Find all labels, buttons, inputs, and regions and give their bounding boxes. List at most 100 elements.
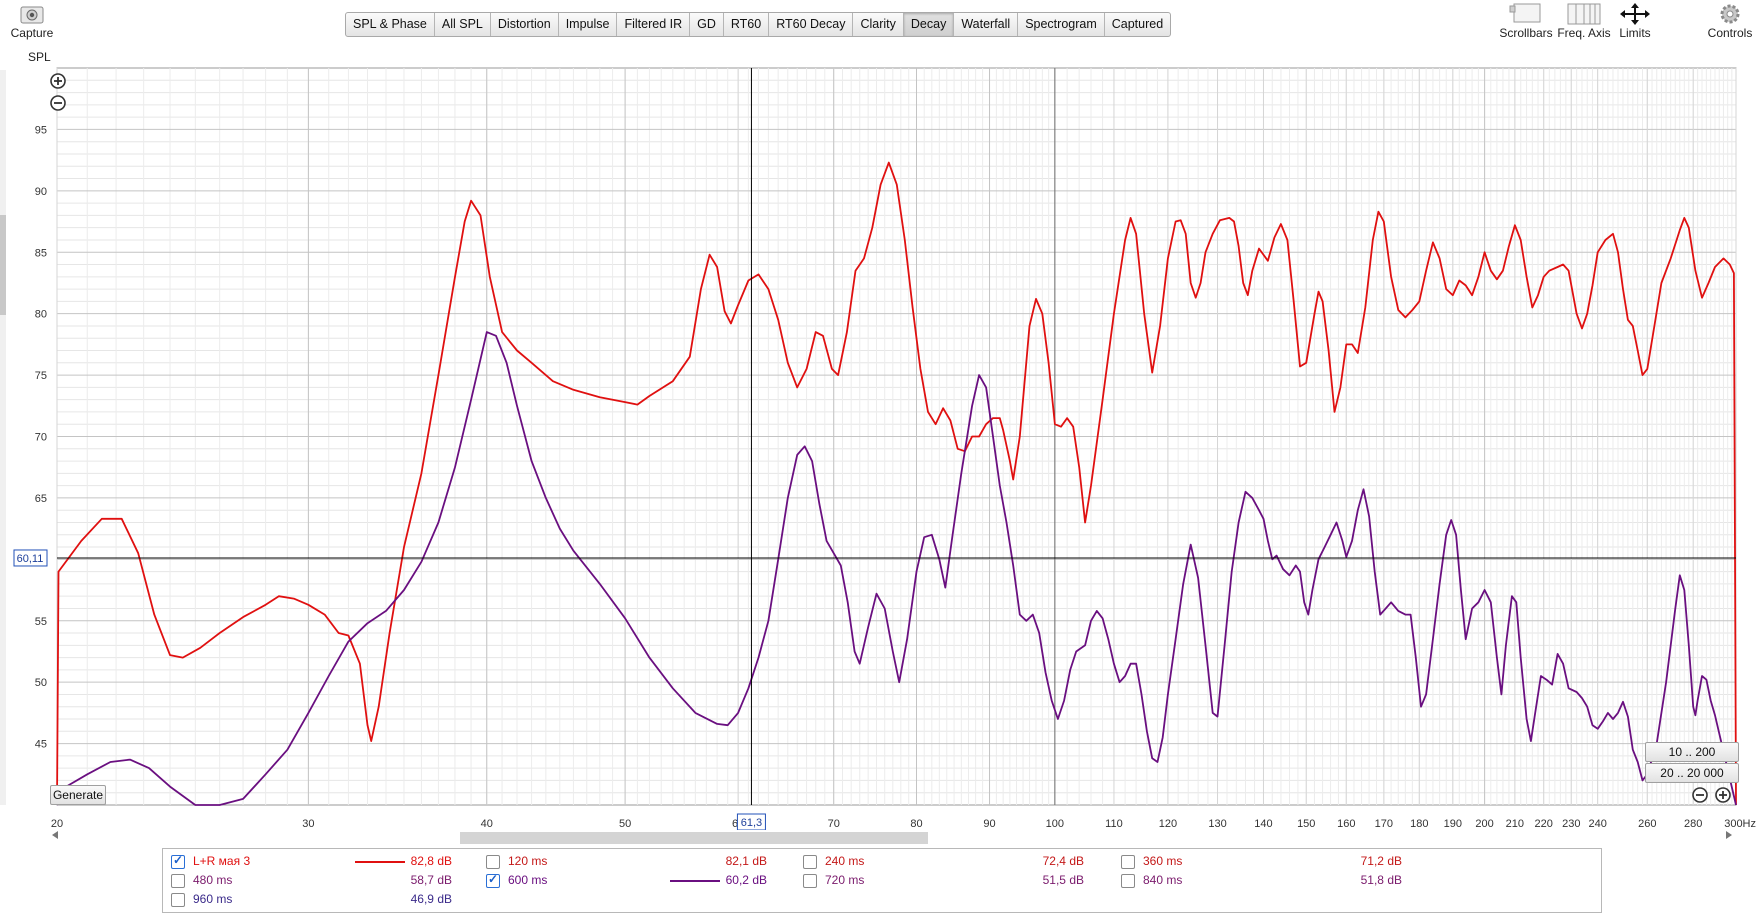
legend-label: 960 ms <box>193 892 233 906</box>
tab-impulse[interactable]: Impulse <box>559 13 618 36</box>
legend-checkbox[interactable] <box>1121 855 1135 869</box>
tab-waterfall[interactable]: Waterfall <box>954 13 1019 36</box>
zoom-out-icon[interactable] <box>1692 787 1708 803</box>
vertical-scrollbar-thumb[interactable] <box>0 215 6 315</box>
tab-gd[interactable]: GD <box>690 13 724 36</box>
x-tick-label: 260 <box>1638 818 1656 830</box>
horizontal-scrollbar-thumb[interactable] <box>460 832 928 844</box>
x-tick-label: 220 <box>1535 818 1553 830</box>
y-axis-title: SPL <box>28 50 51 64</box>
x-tick-label: 180 <box>1410 818 1428 830</box>
y-zoom-controls <box>50 73 66 111</box>
tab-filtered-ir[interactable]: Filtered IR <box>617 13 691 36</box>
range-10-200-button[interactable]: 10 .. 200 <box>1645 742 1739 762</box>
cursor-y-readout: 60,11 <box>17 553 44 565</box>
camera-icon <box>20 6 44 24</box>
decay-chart[interactable]: 4550556065707580859095203040506070809010… <box>0 60 1756 830</box>
x-tick-label: 20 <box>51 818 63 830</box>
generate-button[interactable]: Generate <box>50 785 106 805</box>
x-tick-label: 30 <box>302 818 314 830</box>
range-20-20000-button[interactable]: 20 .. 20 000 <box>1645 763 1739 783</box>
x-tick-label: 130 <box>1208 818 1226 830</box>
series-line-l-r <box>56 161 1737 806</box>
legend-value: 58,7 dB <box>410 873 452 887</box>
scrollbars-button[interactable]: Scrollbars <box>1496 2 1556 40</box>
legend-value: 71,2 dB <box>1360 854 1402 868</box>
x-tick-label: 230 <box>1562 818 1580 830</box>
legend-checkbox[interactable] <box>486 872 500 888</box>
top-toolbar: Capture SPL & Phase All SPL Distortion Impu… <box>0 0 1756 60</box>
gear-icon <box>1720 4 1740 24</box>
x-tick-label: 40 <box>481 818 493 830</box>
legend-label: L+R мая 3 <box>193 854 251 868</box>
freq-axis-button[interactable]: Freq. Axis <box>1555 2 1613 40</box>
horizontal-scrollbar[interactable] <box>52 828 1732 842</box>
legend-value: 51,8 dB <box>1360 873 1402 887</box>
y-tick-label: 70 <box>35 432 47 444</box>
legend-checkbox[interactable] <box>171 874 185 888</box>
y-tick-label: 45 <box>35 739 47 751</box>
legend-value: 51,5 dB <box>1042 873 1084 887</box>
tab-distortion[interactable]: Distortion <box>491 13 559 36</box>
y-tick-label: 85 <box>35 247 47 259</box>
controls-label: Controls <box>1707 26 1753 40</box>
zoom-in-icon[interactable] <box>1715 787 1731 803</box>
legend-checkbox[interactable] <box>803 874 817 888</box>
y-tick-label: 55 <box>35 616 47 628</box>
x-tick-label: 100 <box>1046 818 1064 830</box>
tab-all-spl[interactable]: All SPL <box>435 13 491 36</box>
limits-button[interactable]: Limits <box>1612 2 1658 40</box>
x-tick-label: 200 <box>1475 818 1493 830</box>
y-tick-label: 50 <box>35 677 47 689</box>
capture-button[interactable]: Capture <box>8 4 56 40</box>
x-tick-label: 110 <box>1105 818 1123 830</box>
x-tick-label: 240 <box>1588 818 1606 830</box>
tab-captured[interactable]: Captured <box>1111 17 1164 31</box>
legend-value: 60,2 dB <box>725 873 767 887</box>
y-tick-label: 75 <box>35 370 47 382</box>
x-tick-label: 170 <box>1375 818 1393 830</box>
controls-button[interactable]: Controls <box>1706 2 1754 40</box>
legend-checkbox[interactable] <box>171 853 185 869</box>
tab-clarity[interactable]: Clarity <box>853 13 904 36</box>
tab-spl-phase[interactable]: SPL & Phase <box>346 13 435 36</box>
scroll-left-icon[interactable] <box>52 831 58 839</box>
y-tick-label: 95 <box>35 124 47 136</box>
y-tick-label: 80 <box>35 309 47 321</box>
x-tick-label: 50 <box>619 818 631 830</box>
legend-label: 240 ms <box>825 854 865 868</box>
series-line-600-ms <box>56 331 1737 806</box>
tab-rt60[interactable]: RT60 <box>724 13 770 36</box>
cursor-x-readout-box <box>736 813 766 830</box>
legend-value: 72,4 dB <box>1042 854 1084 868</box>
legend-value: 82,1 dB <box>725 854 767 868</box>
legend-checkbox[interactable] <box>803 855 817 869</box>
y-tick-label: 65 <box>35 493 47 505</box>
scroll-arrows <box>52 831 1732 839</box>
tab-rt60-decay[interactable]: RT60 Decay <box>769 13 854 36</box>
limits-label: Limits <box>1619 26 1651 40</box>
zoom-in-icon[interactable] <box>50 73 66 89</box>
vertical-scrollbar[interactable] <box>0 70 6 805</box>
freq-axis-label: Freq. Axis <box>1557 26 1611 40</box>
scroll-right-icon[interactable] <box>1726 831 1732 839</box>
legend-checkbox[interactable] <box>1121 874 1135 888</box>
tab-spectrogram[interactable]: Spectrogram <box>1018 13 1105 36</box>
limits-icon <box>1620 3 1650 25</box>
legend-checkbox[interactable] <box>171 893 185 907</box>
capture-label: Capture <box>10 26 54 40</box>
legend-checkbox[interactable] <box>486 855 500 869</box>
x-tick-label: 120 <box>1159 818 1177 830</box>
zoom-out-icon[interactable] <box>50 95 66 111</box>
scrollbars-icon <box>1509 3 1541 23</box>
cursor-y-readout-box <box>13 549 48 567</box>
x-tick-label: 150 <box>1297 818 1315 830</box>
x-tick-label: 300Hz <box>1724 818 1756 830</box>
view-tabs: SPL & Phase All SPL Distortion Impulse Filte… <box>345 12 1172 37</box>
legend-line-swatch <box>670 880 720 882</box>
x-tick-label: 140 <box>1254 818 1272 830</box>
legend-label: 840 ms <box>1143 873 1183 887</box>
tab-decay[interactable]: Decay <box>903 13 955 36</box>
legend-value: 82,8 dB <box>410 854 452 868</box>
legend-label: 360 ms <box>1143 854 1183 868</box>
